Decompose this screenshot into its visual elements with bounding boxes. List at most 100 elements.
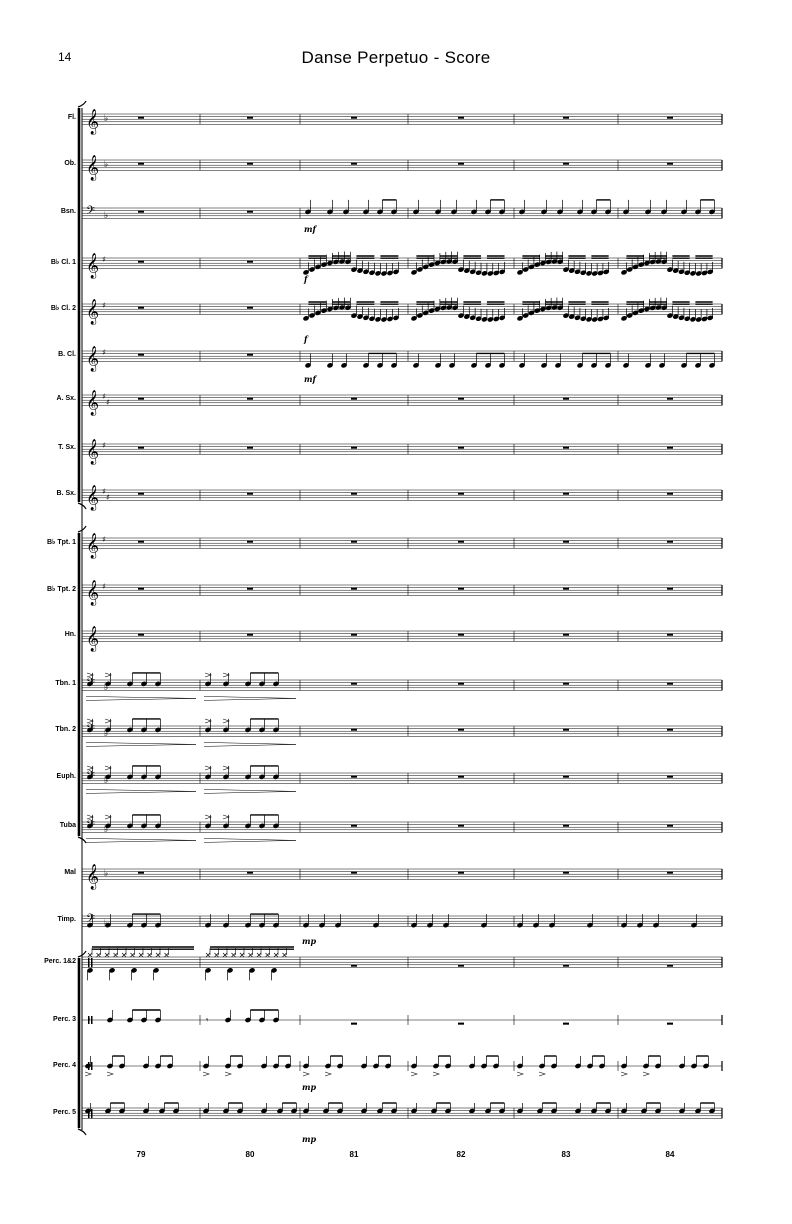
sharp-icon: ♯ <box>102 255 106 264</box>
accent-mark <box>642 1071 650 1077</box>
measure-rest <box>458 871 464 874</box>
measure-rest <box>458 162 464 165</box>
measure-rest <box>667 116 673 119</box>
sharp-icon: ♯ <box>102 441 106 450</box>
measure-rest <box>351 587 357 590</box>
accent-mark <box>538 1071 546 1077</box>
flat-icon: ♭ <box>104 825 108 835</box>
measure-rest <box>458 587 464 590</box>
x-notehead <box>273 952 279 958</box>
instrument-label: B♭ Tpt. 1 <box>47 539 76 547</box>
measure-rest <box>351 1022 357 1025</box>
measure-rest <box>458 397 464 400</box>
staff-9: 𝄞 ♯♯ <box>81 484 723 510</box>
accent-mark <box>86 672 94 678</box>
crescendo-hairpin <box>85 789 197 792</box>
measure-rest <box>563 540 569 543</box>
crescendo-hairpin <box>85 696 197 699</box>
crescendo-hairpin <box>203 838 297 841</box>
measure-rest <box>247 353 253 356</box>
measure-rest <box>667 633 673 636</box>
dynamic-mark: mf <box>304 224 317 234</box>
page-number: 14 <box>58 50 72 64</box>
measure-rest <box>458 824 464 827</box>
staff-8: 𝄞 ♯ <box>81 438 723 464</box>
staff-5: 𝄞 ♯ <box>81 298 723 324</box>
dynamic-mark: f <box>303 274 309 284</box>
accent-mark <box>104 814 112 820</box>
eighth-rest: 𝄾 <box>206 1016 209 1026</box>
measure-rest <box>667 446 673 449</box>
measure-rest <box>563 116 569 119</box>
measure-rest <box>667 492 673 495</box>
measure-rest <box>247 260 253 263</box>
treble-clef-icon: 𝄞 <box>86 108 99 134</box>
x-notehead <box>155 952 161 958</box>
x-notehead <box>239 952 245 958</box>
instrument-label: Perc. 5 <box>53 1109 76 1116</box>
staff-10: 𝄞 ♯ <box>81 532 723 558</box>
accent-mark <box>410 1071 418 1077</box>
measure-rest <box>138 162 144 165</box>
measure-rest <box>351 397 357 400</box>
staff-3: 𝄢 ♭ <box>81 204 723 221</box>
staff-17: 𝄞 ♭ <box>81 863 723 889</box>
measure-rest <box>563 775 569 778</box>
sharp-icon: ♯ <box>102 301 106 310</box>
x-notehead <box>96 952 101 958</box>
measure-rest <box>563 162 569 165</box>
flat-icon: ♭ <box>104 776 108 786</box>
flat-icon: ♭ <box>104 869 108 879</box>
bass-clef-icon: 𝄢 <box>86 204 95 220</box>
accent-mark <box>104 718 112 724</box>
measure-rest <box>458 775 464 778</box>
sharp-icon: ♯ <box>102 535 106 544</box>
measure-rest <box>247 116 253 119</box>
staff-14: 𝄢♭ <box>81 722 723 739</box>
crescendo-hairpin <box>203 742 297 745</box>
x-notehead <box>130 952 135 958</box>
measure-rest <box>351 162 357 165</box>
x-notehead <box>231 952 236 958</box>
dynamic-mark: mp <box>302 1082 316 1092</box>
instrument-label: Tbn. 2 <box>55 726 76 734</box>
accent-mark <box>106 1071 114 1077</box>
sharp-icon: ♯ <box>102 487 106 496</box>
staff-22 <box>81 1107 723 1119</box>
measure-rest <box>138 446 144 449</box>
crescendo-hairpin <box>85 742 197 745</box>
accent-mark <box>104 672 112 678</box>
staff-15: 𝄢♭ <box>81 769 723 786</box>
instrument-label: Bsn. <box>60 208 76 216</box>
measure-rest <box>563 446 569 449</box>
measure-rest <box>247 633 253 636</box>
measure-rest <box>138 397 144 400</box>
staff-11: 𝄞 ♯ <box>81 579 723 605</box>
dynamic-mark: mf <box>304 374 317 384</box>
treble-clef-icon: 𝄞 <box>86 298 99 324</box>
treble-clef-icon: 𝄞 <box>86 345 99 371</box>
instrument-label: B. Sx. <box>56 490 76 498</box>
treble-clef-icon: 𝄞 <box>86 863 99 889</box>
measure-rest <box>351 540 357 543</box>
measure-rest <box>138 871 144 874</box>
dynamic-mark: f <box>303 334 309 344</box>
accent-mark <box>204 814 212 820</box>
x-notehead <box>164 952 169 958</box>
accent-mark <box>202 1071 210 1077</box>
measure-rest <box>247 492 253 495</box>
measure-rest <box>563 492 569 495</box>
measure-rest <box>247 306 253 309</box>
crescendo-hairpin <box>203 696 297 699</box>
sharp-icon: ♯ <box>102 582 106 591</box>
measure-rest <box>458 446 464 449</box>
instrument-label: Timp. <box>57 916 76 924</box>
measure-rest <box>458 728 464 731</box>
measure-rest <box>563 397 569 400</box>
x-notehead <box>282 952 287 958</box>
measure-rest <box>667 397 673 400</box>
percussion-clef-icon <box>88 1109 90 1119</box>
treble-clef-icon: 𝄞 <box>86 252 99 278</box>
measure-rest <box>667 540 673 543</box>
sharp-icon: ♯ <box>102 392 106 401</box>
